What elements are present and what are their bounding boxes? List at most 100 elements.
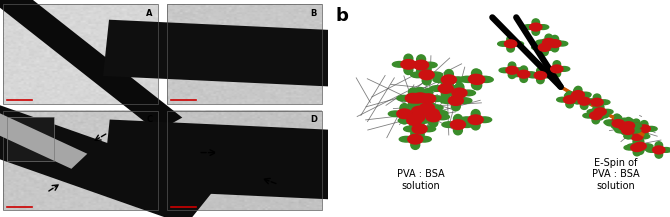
Circle shape xyxy=(634,142,646,150)
Ellipse shape xyxy=(419,115,433,120)
Ellipse shape xyxy=(448,86,462,91)
Ellipse shape xyxy=(451,77,465,82)
Ellipse shape xyxy=(507,45,515,52)
Ellipse shape xyxy=(454,126,462,135)
Ellipse shape xyxy=(423,89,433,97)
Ellipse shape xyxy=(444,81,454,90)
Ellipse shape xyxy=(422,95,436,100)
Ellipse shape xyxy=(574,86,582,94)
Bar xyxy=(7,117,54,161)
Ellipse shape xyxy=(537,76,544,84)
Ellipse shape xyxy=(417,136,431,142)
Ellipse shape xyxy=(413,99,421,108)
Ellipse shape xyxy=(639,134,650,139)
Ellipse shape xyxy=(409,88,417,97)
Ellipse shape xyxy=(461,90,476,96)
Ellipse shape xyxy=(633,140,641,147)
Ellipse shape xyxy=(613,123,620,130)
Ellipse shape xyxy=(404,66,413,74)
Ellipse shape xyxy=(536,40,547,45)
Circle shape xyxy=(590,112,602,120)
Ellipse shape xyxy=(433,110,448,116)
Ellipse shape xyxy=(393,62,407,67)
Circle shape xyxy=(468,115,483,125)
Polygon shape xyxy=(103,20,386,89)
Ellipse shape xyxy=(583,113,594,118)
Ellipse shape xyxy=(626,128,634,135)
Ellipse shape xyxy=(413,119,421,128)
Ellipse shape xyxy=(626,119,634,126)
Ellipse shape xyxy=(442,122,456,127)
Bar xyxy=(3,111,157,210)
Ellipse shape xyxy=(631,127,643,131)
Ellipse shape xyxy=(411,140,419,149)
Circle shape xyxy=(413,93,428,102)
Circle shape xyxy=(543,38,555,46)
Ellipse shape xyxy=(592,107,600,115)
Ellipse shape xyxy=(624,122,632,130)
Ellipse shape xyxy=(580,102,588,109)
Polygon shape xyxy=(0,0,182,132)
Circle shape xyxy=(448,96,464,105)
Circle shape xyxy=(622,127,634,135)
Ellipse shape xyxy=(416,99,425,108)
Ellipse shape xyxy=(520,66,527,73)
Ellipse shape xyxy=(433,77,447,82)
Circle shape xyxy=(409,113,425,122)
Circle shape xyxy=(401,60,416,69)
Polygon shape xyxy=(103,120,387,202)
Ellipse shape xyxy=(531,45,543,50)
Ellipse shape xyxy=(602,109,613,114)
Ellipse shape xyxy=(557,97,568,102)
Ellipse shape xyxy=(624,117,632,125)
Ellipse shape xyxy=(620,127,628,135)
Ellipse shape xyxy=(417,55,425,64)
Ellipse shape xyxy=(544,67,555,71)
Ellipse shape xyxy=(580,92,591,97)
Ellipse shape xyxy=(423,98,431,107)
Ellipse shape xyxy=(429,105,443,111)
Ellipse shape xyxy=(620,121,631,126)
Ellipse shape xyxy=(422,76,431,85)
Ellipse shape xyxy=(423,100,433,109)
Ellipse shape xyxy=(411,72,425,78)
Ellipse shape xyxy=(604,120,616,125)
Ellipse shape xyxy=(511,72,523,77)
Ellipse shape xyxy=(401,115,415,120)
Ellipse shape xyxy=(579,93,590,98)
Ellipse shape xyxy=(410,110,419,119)
Circle shape xyxy=(578,97,590,105)
Ellipse shape xyxy=(596,113,604,120)
Ellipse shape xyxy=(473,81,482,90)
Ellipse shape xyxy=(541,39,548,46)
Ellipse shape xyxy=(624,132,632,139)
Ellipse shape xyxy=(532,28,539,35)
Ellipse shape xyxy=(444,90,458,96)
Circle shape xyxy=(530,23,542,31)
Ellipse shape xyxy=(580,93,588,100)
Ellipse shape xyxy=(584,100,596,105)
Ellipse shape xyxy=(587,109,599,114)
Ellipse shape xyxy=(478,117,492,123)
Ellipse shape xyxy=(641,121,648,128)
Ellipse shape xyxy=(400,115,409,124)
Ellipse shape xyxy=(624,134,635,139)
Ellipse shape xyxy=(460,122,474,127)
Ellipse shape xyxy=(537,25,549,30)
Ellipse shape xyxy=(525,72,537,77)
Ellipse shape xyxy=(655,142,663,149)
Ellipse shape xyxy=(423,109,431,118)
Circle shape xyxy=(549,40,561,48)
Ellipse shape xyxy=(417,114,431,120)
Circle shape xyxy=(419,70,434,80)
Ellipse shape xyxy=(593,94,601,101)
Ellipse shape xyxy=(592,117,600,124)
Ellipse shape xyxy=(473,69,482,79)
Ellipse shape xyxy=(551,44,559,52)
Circle shape xyxy=(408,135,423,144)
Ellipse shape xyxy=(411,129,419,138)
Ellipse shape xyxy=(633,149,641,156)
Ellipse shape xyxy=(472,80,480,89)
Ellipse shape xyxy=(553,70,561,77)
Ellipse shape xyxy=(551,35,559,43)
